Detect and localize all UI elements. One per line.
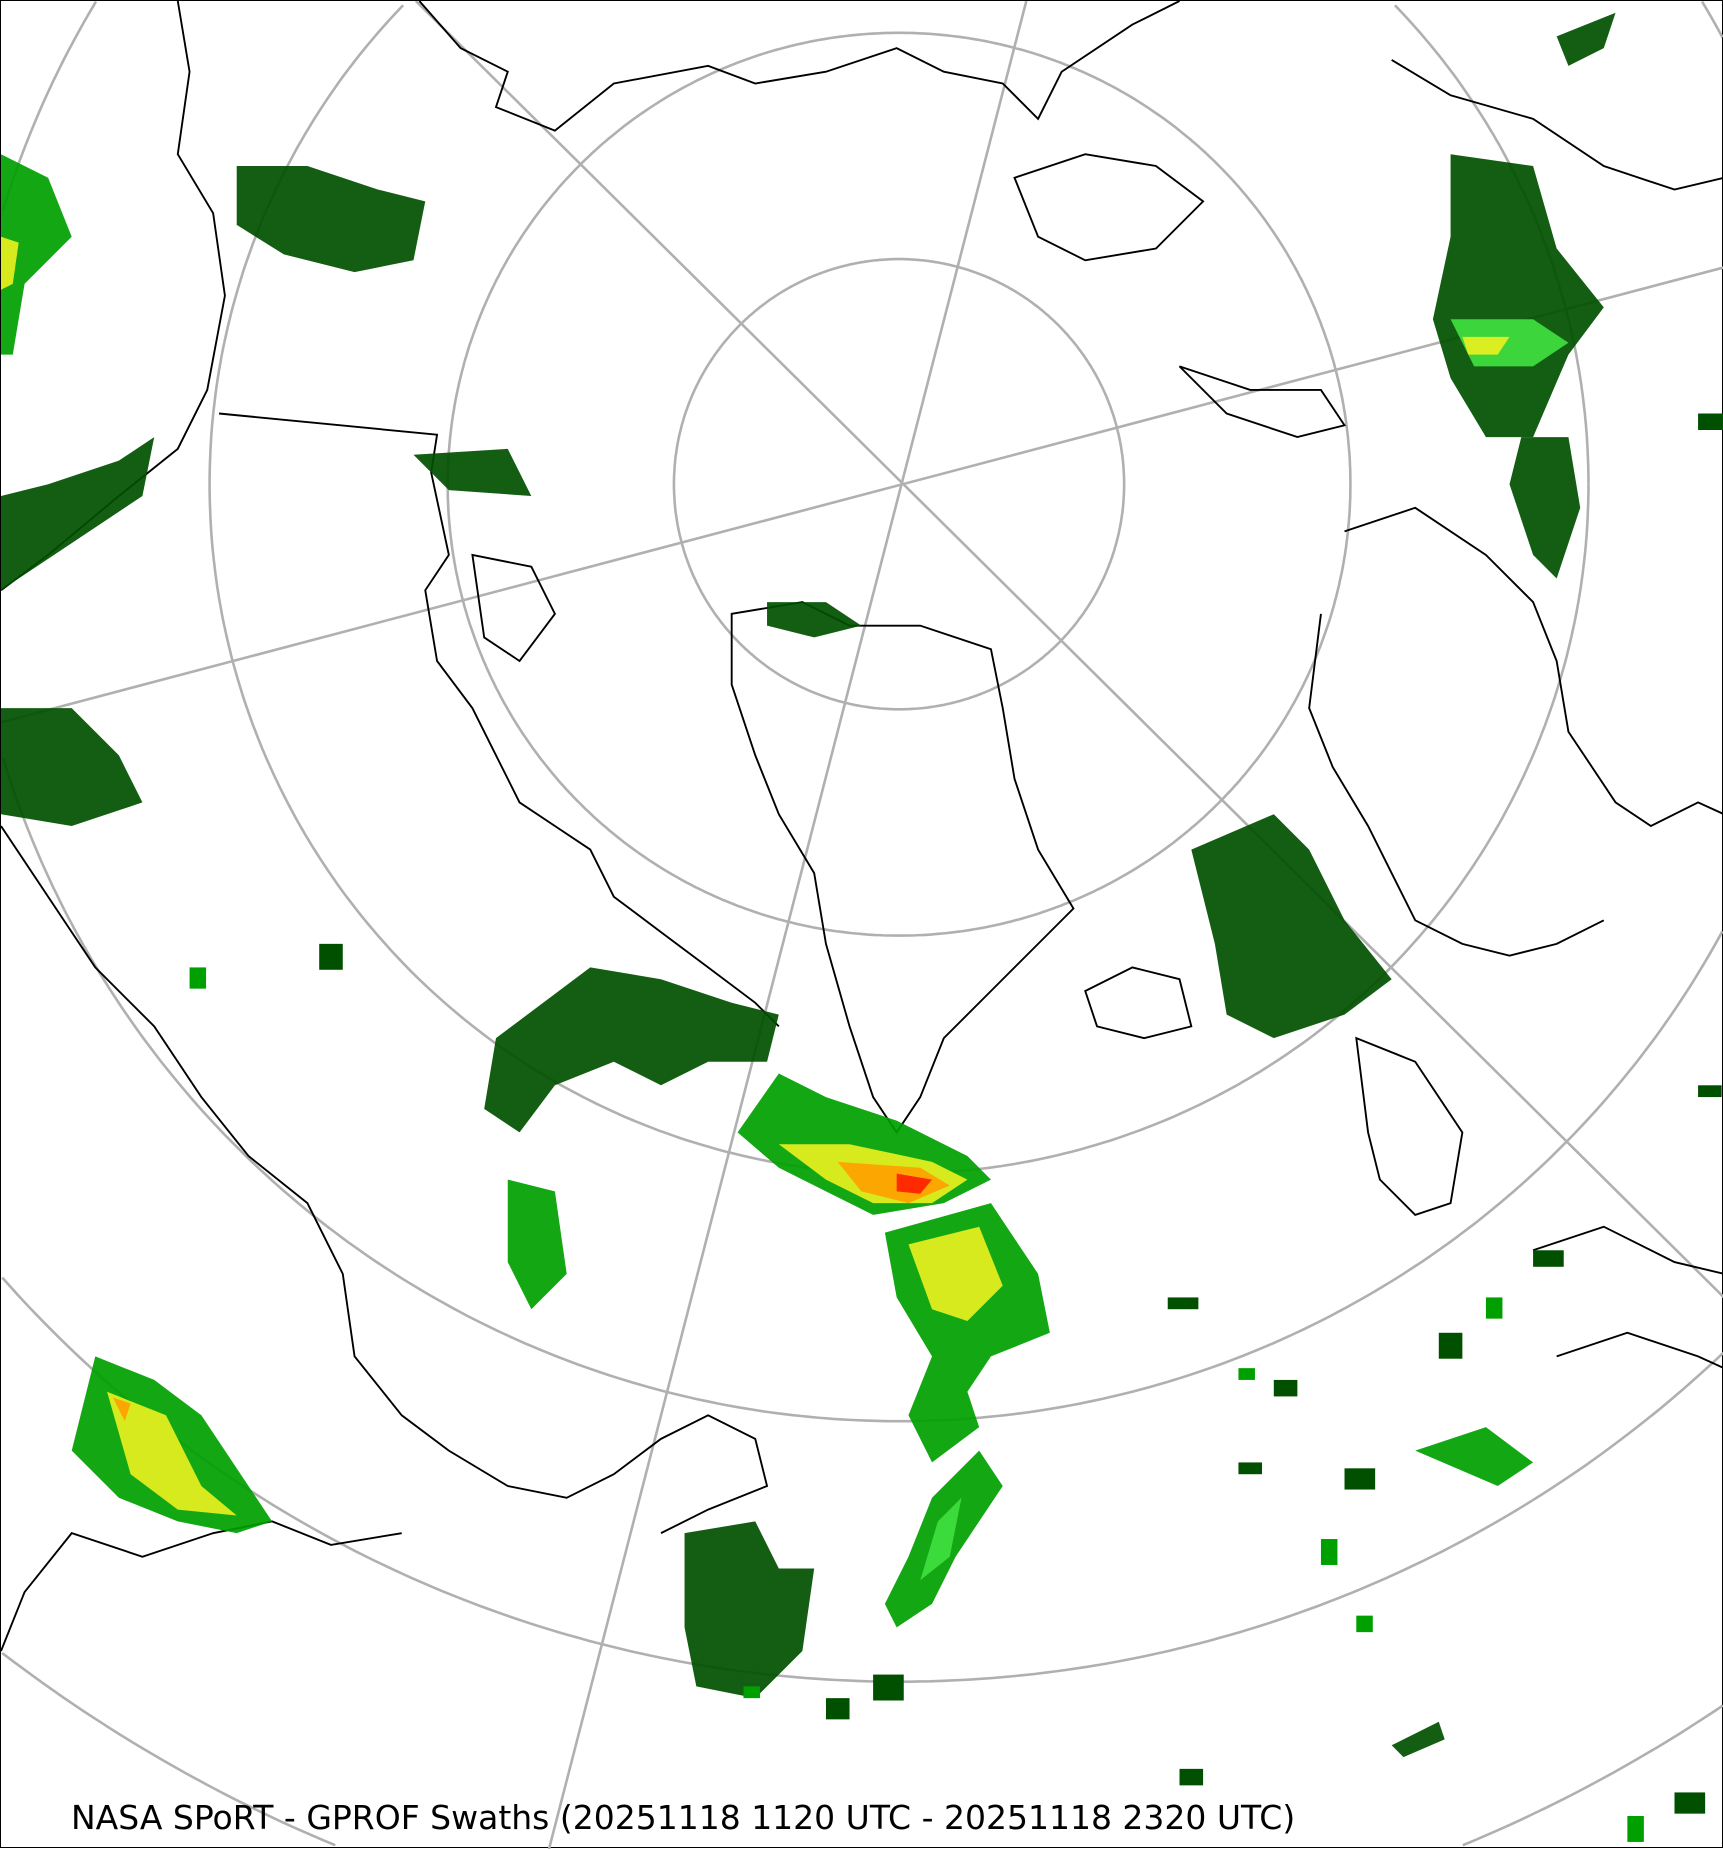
precip-swath — [896, 1173, 933, 1194]
precip-swath — [908, 1226, 1003, 1321]
precip-swath — [1509, 437, 1581, 579]
coastline — [1, 1520, 402, 1652]
precip-swath — [413, 448, 532, 496]
precip-swath — [507, 1179, 567, 1310]
precip-swath — [1556, 12, 1616, 66]
coastline — [1178, 365, 1347, 439]
coastline — [1532, 1225, 1723, 1275]
precip-swath — [236, 166, 426, 273]
coastlines — [1, 1, 1723, 1652]
latitude-circle — [1700, 1, 1723, 38]
precip-cell — [1320, 1539, 1338, 1565]
precip-swath — [1, 437, 155, 591]
precip-swath — [1, 708, 143, 826]
precip-swath — [112, 1397, 131, 1422]
meridian-line — [414, 1, 1723, 1299]
precip-swath — [1415, 1427, 1534, 1486]
precip-swath — [920, 1497, 962, 1581]
latitude-circle — [1462, 1704, 1723, 1847]
coastline — [1355, 1036, 1464, 1217]
coastline — [1, 825, 769, 1534]
precip-swath — [484, 967, 779, 1133]
precip-cell — [1356, 1615, 1373, 1633]
precip-cell — [1167, 1297, 1199, 1310]
precip-cell — [1627, 1816, 1644, 1842]
precip-swath — [1, 236, 19, 290]
coastline — [1344, 506, 1723, 828]
precip-cell — [1698, 413, 1723, 430]
precip-swath — [1191, 814, 1392, 1039]
latitude-circle — [208, 4, 1590, 1175]
coastline — [471, 553, 557, 663]
meridian-line — [547, 1, 1028, 1849]
latitude-circle — [672, 257, 1126, 711]
precipitation-swaths — [1, 12, 1723, 1842]
latitude-circle — [1, 757, 1723, 1423]
precip-cell — [1533, 1250, 1564, 1267]
precip-swath — [1391, 1721, 1445, 1758]
precip-swath — [1462, 336, 1510, 355]
precip-cell — [1698, 1085, 1722, 1098]
latitude-circle — [1, 1651, 336, 1847]
precip-cell — [1238, 1368, 1255, 1380]
precip-cell — [319, 943, 343, 970]
map-caption: NASA SPoRT - GPROF Swaths (20251118 1120… — [71, 1798, 1296, 1837]
coastline — [418, 1, 1180, 132]
coastline — [1556, 1331, 1723, 1369]
latitude-circle — [1, 1276, 1723, 1683]
precip-cell — [873, 1674, 904, 1701]
meridian-line — [1, 266, 1723, 724]
precip-cell — [1485, 1297, 1503, 1319]
precip-cell — [1344, 1468, 1376, 1490]
precip-cell — [1438, 1332, 1463, 1359]
precip-cell — [1238, 1462, 1263, 1475]
precip-cell — [1179, 1768, 1204, 1786]
precip-swath — [767, 602, 862, 638]
coastline — [730, 601, 1075, 1135]
coastline — [1013, 153, 1205, 262]
coastline — [1308, 613, 1605, 957]
precip-cell — [825, 1698, 850, 1720]
coastline — [218, 412, 780, 1028]
precip-swath — [684, 1521, 815, 1699]
precip-cell — [1273, 1379, 1298, 1397]
coastline — [1084, 966, 1193, 1040]
coastline — [1391, 59, 1723, 191]
precip-swath — [837, 1161, 950, 1204]
precip-cell — [1674, 1792, 1706, 1814]
precip-swath — [1432, 154, 1604, 438]
precip-cell — [743, 1686, 760, 1699]
precip-cell — [189, 967, 207, 989]
precip-swath — [107, 1391, 237, 1516]
precip-swath — [1, 154, 72, 355]
